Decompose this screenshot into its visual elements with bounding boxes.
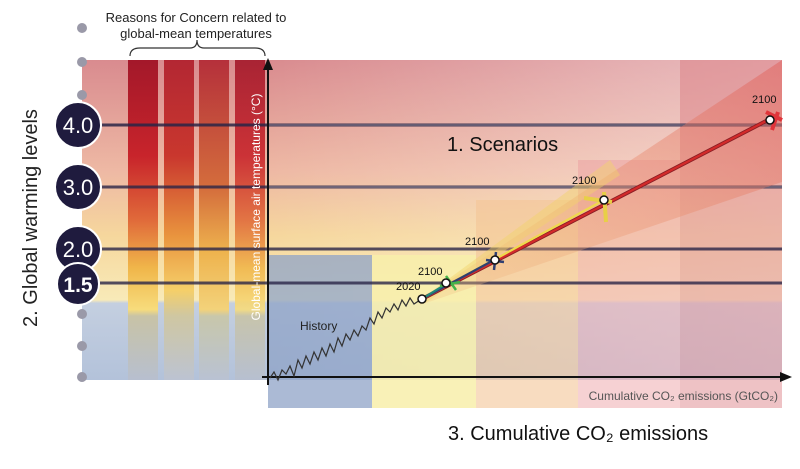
rfc-band-1 xyxy=(128,60,158,380)
scenarios-title: 1. Scenarios xyxy=(447,134,558,156)
trajectory-high-core xyxy=(419,117,773,301)
history-label: History xyxy=(300,319,337,333)
rfc-title-line2: global-mean temperatures xyxy=(120,26,272,41)
level-circle-4: 4.0 xyxy=(54,101,102,149)
point-2100-b xyxy=(490,255,500,265)
level-label-15: 1.5 xyxy=(63,274,93,297)
end-tick-high xyxy=(765,110,783,131)
rfc-band-4 xyxy=(235,60,265,380)
point-2100-a xyxy=(441,278,451,288)
point-2100-c xyxy=(599,195,609,205)
point-2100-d xyxy=(765,115,775,125)
label-2100-d: 2100 xyxy=(752,94,776,106)
scenario-plume-yellow xyxy=(420,160,620,303)
label-2100-b: 2100 xyxy=(465,236,489,248)
rfc-band-2 xyxy=(164,60,194,380)
level-circle-15: 1.5 xyxy=(56,262,100,306)
history-line xyxy=(269,296,421,382)
level-label-2: 2.0 xyxy=(63,237,94,262)
level-label-3: 3.0 xyxy=(63,175,94,200)
rfc-band-3 xyxy=(199,60,229,380)
label-2020: 2020 xyxy=(396,281,420,293)
level-circle-3: 3.0 xyxy=(54,163,102,211)
level-label-4: 4.0 xyxy=(63,113,94,138)
label-2100-a: 2100 xyxy=(418,266,442,278)
x-axis-arrow xyxy=(780,372,792,382)
x-axis-label: Cumulative CO₂ emissions (GtCO₂) xyxy=(589,389,778,403)
label-2100-c: 2100 xyxy=(572,175,596,187)
y-axis-arrow xyxy=(263,58,273,70)
warming-levels-title: 2. Global warming levels xyxy=(20,109,42,327)
rfc-title-line1: Reasons for Concern related to xyxy=(106,10,287,25)
scenario-plume xyxy=(420,60,782,305)
point-2020 xyxy=(417,294,427,304)
rfc-bracket xyxy=(129,39,266,57)
y-axis-label: Global-mean surface air temperatures (°C… xyxy=(249,94,263,321)
emissions-title: 3. Cumulative CO₂ emissions xyxy=(448,423,708,445)
